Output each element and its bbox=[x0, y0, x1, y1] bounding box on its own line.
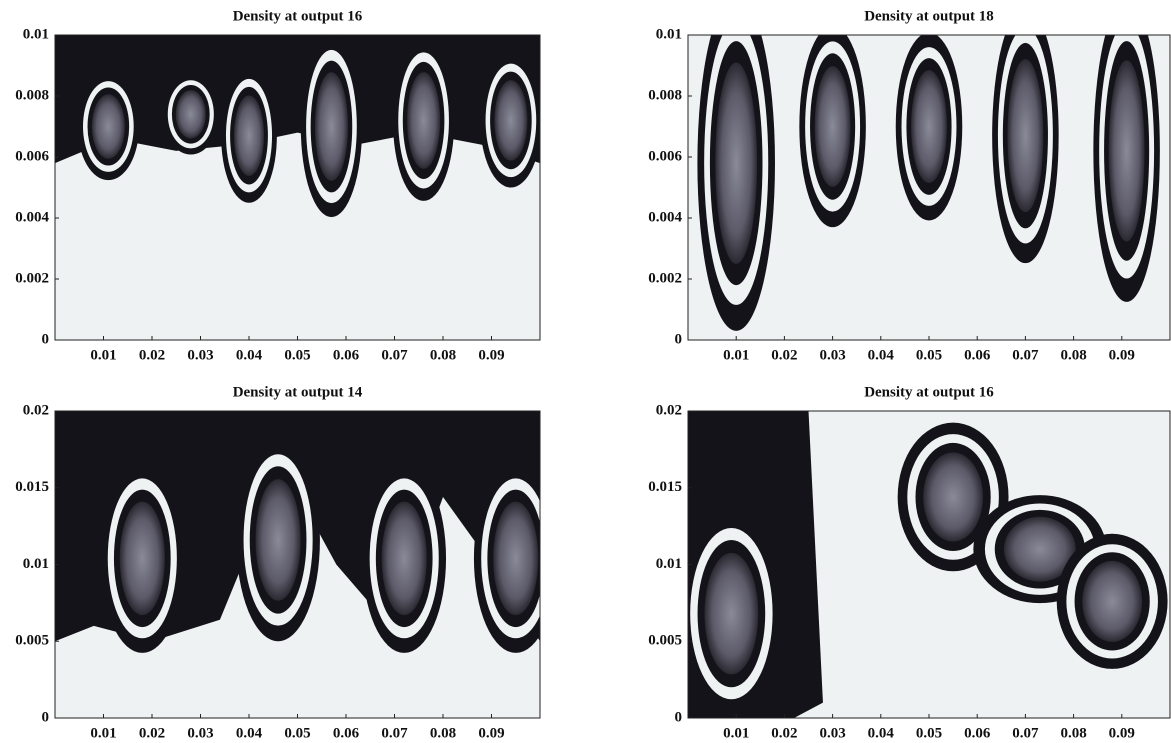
y-tick-label: 0.015 bbox=[15, 479, 49, 495]
swirl-core bbox=[407, 72, 440, 169]
x-tick-label: 0.01 bbox=[723, 347, 749, 363]
y-tick-label: 0.01 bbox=[656, 26, 682, 42]
swirl-core bbox=[494, 80, 527, 161]
y-tick-label: 0 bbox=[675, 331, 683, 347]
x-tick-label: 0.04 bbox=[236, 725, 263, 741]
x-tick-label: 0.03 bbox=[819, 725, 845, 741]
x-tick-label: 0.06 bbox=[964, 725, 991, 741]
x-tick-label: 0.02 bbox=[139, 347, 165, 363]
y-tick-label: 0.004 bbox=[648, 209, 682, 225]
y-tick-label: 0.005 bbox=[648, 633, 682, 649]
x-tick-label: 0.09 bbox=[1109, 347, 1135, 363]
y-tick-label: 0.005 bbox=[15, 633, 49, 649]
x-tick-label: 0.08 bbox=[1060, 725, 1086, 741]
swirl-core bbox=[704, 553, 758, 675]
x-tick-label: 0.04 bbox=[236, 347, 263, 363]
swirl-core bbox=[234, 95, 264, 176]
x-tick-label: 0.06 bbox=[333, 725, 360, 741]
y-tick-label: 0.01 bbox=[23, 26, 49, 42]
x-tick-label: 0.08 bbox=[1060, 347, 1086, 363]
page: {"chart_data": [ {"type": "image", "titl… bbox=[0, 0, 1171, 743]
panel-title: Density at output 16 bbox=[233, 8, 363, 24]
density-image bbox=[55, 411, 558, 718]
x-tick-label: 0.07 bbox=[381, 725, 408, 741]
y-tick-label: 0 bbox=[42, 331, 50, 347]
y-tick-label: 0.008 bbox=[648, 87, 682, 103]
swirl-core bbox=[1109, 60, 1145, 241]
swirl-core bbox=[911, 70, 947, 183]
panel-title: Density at output 14 bbox=[233, 384, 363, 400]
x-tick-label: 0.04 bbox=[868, 725, 895, 741]
panel: Density at output 14 0.01 0.02 0.03 0.04 0.05… bbox=[15, 384, 557, 741]
panel: Density at output 18 0.01 0.02 0.03 0.04 0.05… bbox=[648, 0, 1170, 363]
x-tick-label: 0.06 bbox=[333, 347, 360, 363]
x-tick-label: 0.02 bbox=[139, 725, 165, 741]
x-tick-label: 0.04 bbox=[868, 347, 895, 363]
y-tick-label: 0.006 bbox=[15, 148, 49, 164]
x-tick-label: 0.01 bbox=[723, 725, 749, 741]
y-tick-label: 0.01 bbox=[23, 556, 49, 572]
panel: Density at output 16 0.01 0.02 0.03 0.04 0.05… bbox=[15, 8, 541, 363]
panel: Density at output 16 0.01 0.02 0.03 0.04 0.05… bbox=[648, 384, 1170, 741]
x-tick-label: 0.07 bbox=[1012, 347, 1039, 363]
density-image bbox=[55, 35, 542, 340]
swirl-core bbox=[715, 62, 757, 263]
swirl-core bbox=[315, 72, 348, 181]
y-tick-label: 0.015 bbox=[648, 479, 682, 495]
x-tick-label: 0.05 bbox=[284, 347, 310, 363]
x-tick-label: 0.01 bbox=[90, 725, 116, 741]
y-tick-label: 0.002 bbox=[15, 270, 49, 286]
swirl-core bbox=[120, 502, 165, 615]
swirl-core bbox=[176, 90, 206, 138]
x-tick-label: 0.08 bbox=[430, 347, 456, 363]
swirl-core bbox=[1007, 59, 1043, 212]
y-tick-label: 0 bbox=[42, 709, 50, 725]
x-tick-label: 0.06 bbox=[964, 347, 991, 363]
x-tick-label: 0.08 bbox=[430, 725, 456, 741]
x-tick-label: 0.09 bbox=[478, 347, 504, 363]
x-tick-label: 0.05 bbox=[916, 347, 942, 363]
y-tick-label: 0.006 bbox=[648, 148, 682, 164]
density-image bbox=[681, 411, 1170, 718]
x-tick-label: 0.05 bbox=[916, 725, 942, 741]
figure: Density at output 16 0.01 0.02 0.03 0.04 0.05… bbox=[0, 0, 1171, 743]
y-tick-label: 0.02 bbox=[23, 402, 49, 418]
panel-title: Density at output 16 bbox=[864, 384, 994, 400]
y-tick-label: 0.008 bbox=[15, 87, 49, 103]
x-tick-label: 0.07 bbox=[1012, 725, 1039, 741]
swirl-core bbox=[256, 479, 301, 601]
y-tick-label: 0.02 bbox=[656, 402, 682, 418]
y-tick-label: 0.002 bbox=[648, 270, 682, 286]
swirl-core bbox=[815, 66, 851, 187]
swirl-core bbox=[1082, 561, 1142, 642]
x-tick-label: 0.09 bbox=[478, 725, 504, 741]
x-tick-label: 0.01 bbox=[90, 347, 116, 363]
y-tick-label: 0 bbox=[675, 709, 683, 725]
x-tick-label: 0.03 bbox=[819, 347, 845, 363]
swirl-core bbox=[382, 502, 427, 615]
swirl-core bbox=[493, 502, 538, 615]
y-tick-label: 0.004 bbox=[15, 209, 49, 225]
swirl-core bbox=[923, 452, 983, 541]
x-tick-label: 0.09 bbox=[1109, 725, 1135, 741]
x-tick-label: 0.03 bbox=[187, 347, 213, 363]
x-tick-label: 0.07 bbox=[381, 347, 408, 363]
x-tick-label: 0.02 bbox=[771, 725, 797, 741]
x-tick-label: 0.03 bbox=[187, 725, 213, 741]
x-tick-label: 0.05 bbox=[284, 725, 310, 741]
panel-title: Density at output 18 bbox=[864, 8, 994, 24]
y-tick-label: 0.01 bbox=[656, 556, 682, 572]
x-tick-label: 0.02 bbox=[771, 347, 797, 363]
density-image bbox=[688, 0, 1170, 340]
swirl-core bbox=[92, 94, 125, 158]
